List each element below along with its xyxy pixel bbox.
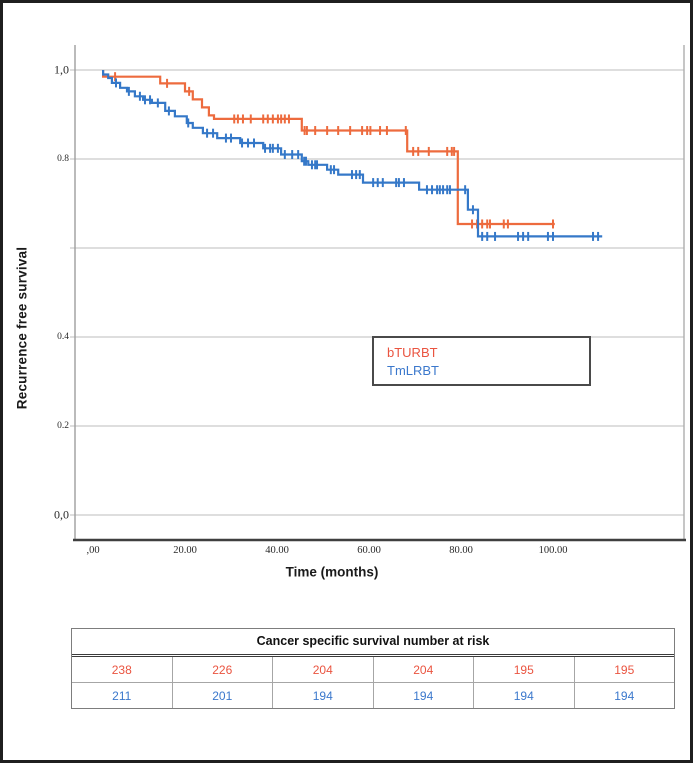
risk-cell: 194	[273, 683, 374, 708]
risk-cell: 194	[374, 683, 474, 708]
risk-table-rows: 238 226 204 204 195 195 211 201 194 194 194 194	[72, 657, 674, 708]
risk-table-title: Cancer specific survival number at risk	[72, 629, 674, 657]
y-tick-label: 0.8	[57, 154, 69, 164]
risk-cell: 238	[72, 657, 173, 682]
x-tick-label: 40.00	[265, 545, 289, 556]
tmlrbt-censor-ticks	[115, 78, 600, 241]
y-tick-label: 0,0	[54, 507, 69, 522]
y-tick-label: 0.4	[57, 332, 69, 342]
risk-row-tmlrbt: 211 201 194 194 194 194	[72, 682, 674, 708]
x-tick-label: 20.00	[173, 545, 197, 556]
risk-cell: 211	[72, 683, 173, 708]
risk-table: Cancer specific survival number at risk …	[71, 628, 675, 709]
risk-cell: 194	[614, 688, 635, 703]
legend-item-bturbt: bTURBT	[387, 344, 438, 360]
legend-box: bTURBT TmLRBT	[372, 336, 591, 386]
risk-cell: 226	[173, 657, 273, 682]
x-tick-label: 60.00	[357, 545, 381, 556]
risk-cell: 201	[173, 683, 273, 708]
y-tick-label: 0.2	[57, 421, 69, 431]
bturbt-censor-ticks	[114, 72, 554, 229]
bturbt-curve	[102, 70, 555, 226]
risk-cell: 204	[273, 657, 374, 682]
x-tick-label: 80.00	[449, 545, 473, 556]
risk-cell: 195	[614, 662, 635, 677]
risk-cell: 195	[474, 657, 575, 682]
legend-item-tmlrbt: TmLRBT	[387, 362, 439, 378]
risk-cell: 194	[474, 683, 575, 708]
x-tick-label: ,00	[86, 545, 100, 556]
x-tick-label: 100.00	[538, 545, 568, 556]
tmlrbt-curve	[102, 70, 603, 238]
risk-cell: 204	[374, 657, 474, 682]
x-axis-title: Time (months)	[285, 564, 379, 580]
y-axis-title: Recurrence free survival	[14, 246, 30, 410]
risk-row-bturbt: 238 226 204 204 195 195	[72, 657, 674, 682]
y-tick-label: 1,0	[54, 62, 69, 77]
survival-plot	[70, 45, 686, 542]
